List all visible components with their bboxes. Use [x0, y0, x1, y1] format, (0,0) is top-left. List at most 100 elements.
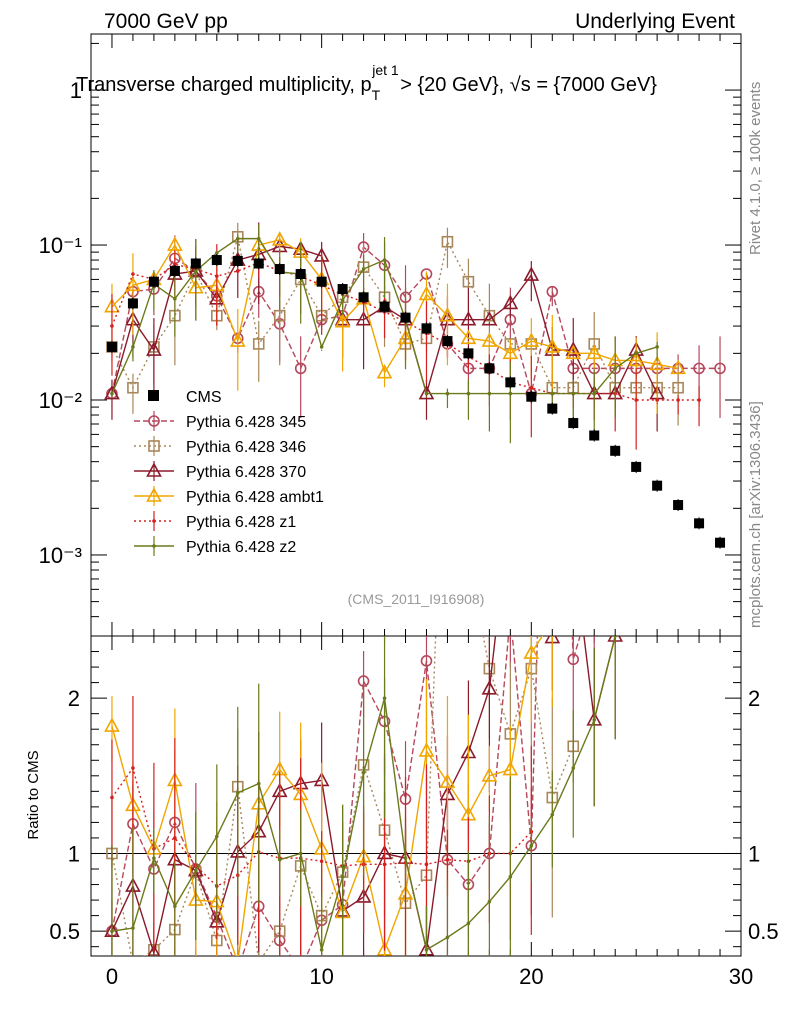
main-point-p346	[273, 309, 286, 322]
ratio-point-ambt1	[439, 773, 456, 788]
main-point-z2	[194, 269, 198, 273]
cms-point	[715, 537, 726, 548]
cms-point	[694, 518, 705, 529]
ratio-point-p370	[504, 500, 517, 512]
main-point-p345	[294, 362, 307, 375]
main-point-ambt1	[586, 344, 603, 360]
ratio-point-p345	[547, 118, 557, 128]
ratio-point-z2	[277, 857, 282, 862]
main-point-z1	[655, 398, 659, 402]
cms-point	[106, 341, 117, 352]
ratio-point-z1	[445, 857, 450, 862]
main-point-ambt1	[544, 338, 561, 353]
ratio-point-z1	[110, 795, 114, 800]
ratio-point-ambt1	[523, 644, 540, 659]
plot-title: Transverse charged multiplicity, pTjet 1…	[76, 62, 657, 103]
main-point-z2	[445, 391, 450, 396]
main-point-z1	[215, 274, 219, 278]
main-point-z2	[655, 345, 659, 349]
main-point-z2	[340, 298, 345, 303]
main-point-ambt1	[628, 351, 645, 367]
ratio-line-ambt1	[111, 636, 544, 956]
plot-title-rest: > {20 GeV}, √s = {7000 GeV}	[395, 74, 658, 96]
ratio-point-ambt1	[418, 742, 435, 757]
main-point-p345	[693, 362, 705, 375]
main-point-z2	[634, 351, 638, 356]
ratio-point-ambt1	[104, 717, 120, 732]
main-point-p346	[441, 235, 454, 248]
process-label: Underlying Event	[575, 10, 735, 33]
ratio-point-p345	[589, 583, 599, 593]
main-point-z2	[466, 391, 471, 396]
x-tick-label: 0	[106, 964, 118, 989]
main-point-z2	[571, 391, 576, 396]
cms-point	[253, 258, 264, 269]
legend-label-p346: Pythia 6.428 346	[186, 439, 306, 456]
ratio-point-p345	[233, 965, 243, 975]
ratio-y-tick-label-right: 2	[748, 686, 760, 711]
main-point-ambt1	[649, 355, 665, 371]
legend-item-p346: Pythia 6.428 346	[134, 436, 306, 456]
mcplots-reference-label: mcplots.cern.ch [arXiv:1306.3436]	[747, 401, 764, 628]
main-point-p346	[672, 381, 684, 394]
cms-point	[673, 500, 684, 511]
ratio-point-ambt1	[481, 767, 498, 782]
main-point-z1	[235, 269, 240, 273]
ratio-point-z2	[571, 766, 576, 770]
cms-point	[190, 258, 201, 269]
cms-point	[589, 430, 600, 441]
ratio-point-p346	[254, 957, 264, 967]
cms-point	[337, 284, 348, 295]
ratio-line-p345	[111, 636, 581, 956]
legend-label-p370: Pythia 6.428 370	[186, 464, 306, 481]
ratio-point-z2	[361, 770, 366, 775]
ratio-point-z2	[424, 947, 429, 952]
main-point-ambt1	[670, 359, 686, 375]
ratio-point-p345	[296, 965, 306, 975]
ratio-point-p370	[525, 54, 538, 66]
cms-point	[568, 418, 579, 429]
main-point-p345	[546, 285, 559, 298]
ratio-point-z2	[215, 834, 219, 839]
ratio-point-z2	[340, 874, 345, 879]
ratio-point-z1	[173, 836, 177, 840]
ratio-point-p345	[357, 675, 370, 687]
ratio-plot-frame	[90, 635, 742, 957]
ratio-point-z2	[194, 868, 198, 873]
cms-point	[316, 276, 327, 287]
ratio-series-p345	[106, 118, 599, 975]
cms-point	[652, 480, 663, 491]
ratio-point-z2	[445, 935, 450, 940]
main-point-p370	[460, 310, 477, 326]
main-point-z2	[382, 258, 387, 262]
main-point-ambt1	[334, 313, 351, 328]
main-point-ambt1	[439, 307, 456, 322]
x-tick-label: 10	[309, 964, 333, 989]
legend-marker-z2	[152, 544, 156, 548]
main-point-z2	[256, 236, 261, 241]
legend-item-ambt1: Pythia 6.428 ambt1	[134, 486, 324, 506]
main-point-z1	[173, 262, 177, 267]
ratio-point-p345	[505, 609, 515, 619]
main-y-tick-label: 10⁻²	[39, 388, 82, 413]
main-point-ambt1	[565, 344, 582, 360]
analysis-watermark: (CMS_2011_I916908)	[348, 591, 485, 607]
ratio-point-z2	[466, 921, 471, 926]
plot-title-sup: jet 1	[371, 62, 399, 78]
ratio-point-p346	[128, 959, 138, 969]
ratio-axis-label: Ratio to CMS	[25, 750, 42, 839]
ratio-point-z2	[529, 843, 534, 848]
ratio-y-tick-label: 1	[68, 841, 80, 866]
legend-label-ambt1: Pythia 6.428 ambt1	[186, 489, 324, 506]
cms-point	[379, 301, 390, 312]
ratio-point-ambt1	[546, 613, 559, 625]
ratio-point-z2	[235, 791, 240, 795]
legend-label-z1: Pythia 6.428 z1	[186, 514, 296, 531]
rivet-version-label: Rivet 4.1.0, ≥ 100k events	[747, 82, 764, 255]
cms-point	[610, 445, 621, 456]
legend-marker-p346	[148, 440, 160, 452]
plot-title-sub: T	[372, 87, 381, 103]
ratio-point-z2	[173, 904, 177, 909]
ratio-series-z2	[110, 636, 617, 956]
